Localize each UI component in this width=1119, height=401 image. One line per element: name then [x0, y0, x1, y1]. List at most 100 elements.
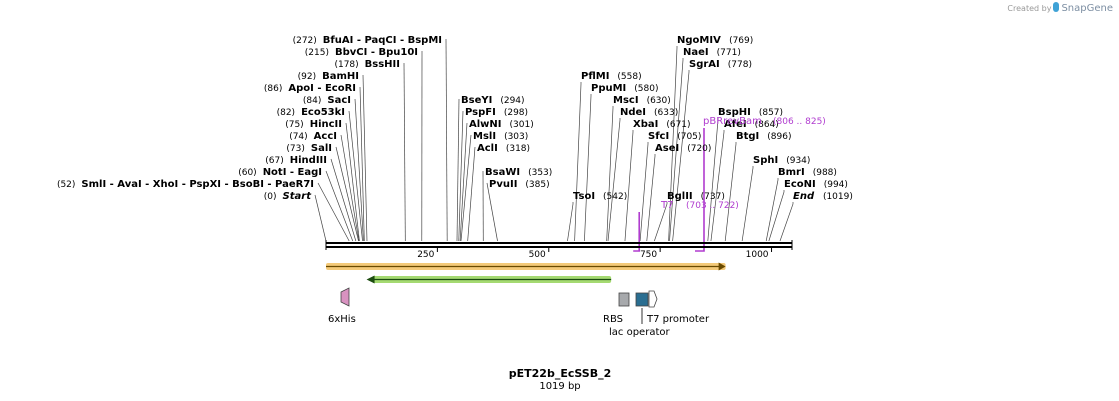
enzyme-label-pspfi: PspFI — [465, 107, 496, 118]
enzyme-label-bbvci: BbvCI - Bpu10I — [335, 47, 418, 58]
cut-site-line — [606, 106, 614, 242]
enzyme-label-end: End — [793, 191, 815, 202]
primer-arrow-t7 — [633, 212, 641, 252]
enzyme-position: (580) — [634, 84, 658, 94]
enzyme-position: (86) — [264, 84, 282, 94]
enzyme-position: (301) — [510, 120, 534, 130]
cut-site-line — [403, 62, 406, 242]
enzyme-position: (298) — [504, 108, 528, 118]
enzyme-position: (896) — [767, 132, 791, 142]
enzyme-label-ngomiv: NgoMIV — [677, 35, 721, 46]
enzyme-label-bglii: BglII — [667, 191, 693, 202]
primer-position-t7: (703 .. 722) — [686, 201, 739, 211]
cut-site-line — [672, 70, 690, 242]
cut-site-line — [459, 122, 468, 242]
enzyme-position: (857) — [759, 108, 783, 118]
enzyme-label-hindiii: HindIII — [290, 155, 327, 166]
snapgene-brand: Created by SnapGene — [1007, 2, 1113, 14]
enzyme-position: (52) — [57, 180, 75, 190]
t7-promoter-feature — [648, 290, 658, 308]
enzyme-position: (272) — [293, 36, 317, 46]
enzyme-label-ndei: NdeI — [620, 107, 646, 118]
enzyme-label-pvuii: PvuII — [489, 179, 517, 190]
cut-site-line — [710, 130, 725, 242]
enzyme-label-bseyi: BseYI — [461, 95, 492, 106]
enzyme-label-bfuai: BfuAI - PaqCI - BspMI — [323, 35, 442, 46]
primer-label-pbrrevbam: pBRrevBam — [703, 116, 762, 127]
enzyme-position: (67) — [265, 156, 283, 166]
enzyme-position: (994) — [824, 180, 848, 190]
cut-site-line — [445, 38, 448, 242]
brand-prefix: Created by — [1007, 4, 1052, 13]
lac-operator-feature — [635, 292, 649, 307]
enzyme-position: (771) — [717, 48, 741, 58]
cut-site-line — [458, 110, 464, 242]
enzyme-label-smli: SmlI - AvaI - XhoI - PspXI - BsoBI - Pae… — [81, 179, 314, 190]
sequence-backbone: 250 500 750 1000 — [325, 240, 793, 260]
enzyme-position: (294) — [500, 96, 524, 106]
cut-site-line — [330, 158, 357, 242]
enzyme-label-bsshii: BssHII — [365, 59, 400, 70]
enzyme-position: (303) — [504, 132, 528, 142]
enzyme-label-tsoi: TsoI — [573, 191, 595, 202]
enzyme-label-sali: SalI — [311, 143, 332, 154]
enzyme-position: (385) — [525, 180, 549, 190]
feature-track: 6xHis RBS lac operator T7 promoter — [326, 262, 726, 338]
orf-arrowhead-left — [366, 275, 375, 284]
enzyme-position: (633) — [654, 108, 678, 118]
enzyme-position: (542) — [603, 192, 627, 202]
enzyme-label-pflmi: PflMI — [581, 71, 609, 82]
enzyme-position: (73) — [286, 144, 304, 154]
enzyme-label-sphi: SphI — [753, 155, 778, 166]
cut-site-line — [335, 146, 359, 242]
map-title: pET22b_EcSSB_2 — [509, 367, 612, 380]
cut-site-line — [624, 130, 634, 242]
enzyme-label-start: Start — [283, 191, 313, 202]
enzyme-position: (778) — [728, 60, 752, 70]
enzyme-label-alwni: AlwNI — [469, 119, 502, 130]
rbs-feature — [618, 292, 630, 307]
his-tag-feature — [340, 287, 350, 307]
cut-site-line — [362, 74, 368, 242]
enzyme-position: (737) — [701, 192, 725, 202]
cut-site-line — [607, 118, 621, 242]
enzyme-position: (630) — [647, 96, 671, 106]
cut-site-line — [768, 190, 785, 242]
enzyme-label-apoi: ApoI - EcoRI — [288, 83, 356, 94]
cut-site-line — [574, 82, 582, 242]
cut-site-line — [359, 86, 365, 242]
enzyme-label-bamhi: BamHI — [322, 71, 359, 82]
primer-arrow-pbrrevbam — [695, 128, 705, 252]
feature-label-lac-operator: lac operator — [609, 327, 670, 338]
map-length: 1019 bp — [539, 381, 580, 392]
enzyme-label-hincii: HincII — [310, 119, 342, 130]
cut-site-line — [486, 182, 498, 242]
enzyme-position: (934) — [786, 156, 810, 166]
scale-tick-label: 250 — [417, 250, 434, 260]
cut-site-line — [654, 202, 668, 242]
enzyme-label-sfci: SfcI — [648, 131, 669, 142]
enzyme-position: (75) — [285, 120, 303, 130]
cut-site-line — [314, 194, 327, 242]
cut-site-line — [345, 122, 360, 242]
enzyme-position: (769) — [729, 36, 753, 46]
cut-site-line — [724, 142, 737, 242]
enzyme-position: (705) — [677, 132, 701, 142]
cut-site-line — [567, 202, 574, 242]
scale-tick-label: 500 — [529, 250, 546, 260]
cut-site-line — [340, 134, 360, 242]
enzyme-label-msli: MslI — [473, 131, 496, 142]
enzyme-position: (178) — [334, 60, 358, 70]
cut-site-line — [325, 170, 354, 242]
cut-site-lines — [314, 38, 794, 252]
enzyme-label-eco53ki: Eco53kI — [301, 107, 345, 118]
cut-site-line — [779, 202, 794, 242]
primer-position-pbrrevbam: (806 .. 825) — [773, 117, 826, 127]
enzyme-label-ppumi: PpuMI — [591, 83, 626, 94]
feature-label-rbs: RBS — [603, 314, 623, 325]
cut-site-line — [467, 146, 476, 242]
enzyme-position: (671) — [666, 120, 690, 130]
enzyme-label-bmri: BmrI — [778, 167, 805, 178]
enzyme-position: (92) — [298, 72, 316, 82]
